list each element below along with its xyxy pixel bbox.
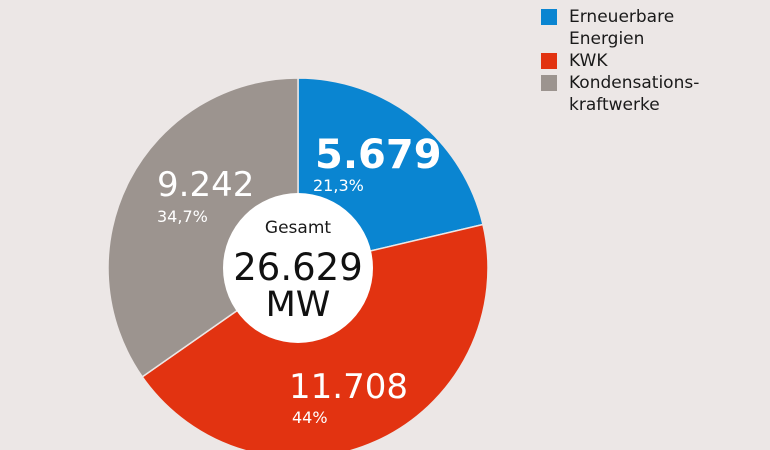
- legend-item-kondensation: Kondensations- kraftwerke: [541, 72, 766, 116]
- legend: Erneuerbare Energien KWK Kondensations- …: [541, 6, 766, 116]
- legend-label-line: Energien: [569, 29, 645, 49]
- legend-label-line: kraftwerke: [569, 95, 660, 115]
- slice-percent-label-kondensation: 34,7%: [157, 207, 208, 226]
- slice-percent-label-kwk: 44%: [292, 408, 328, 427]
- legend-label-line: KWK: [569, 51, 608, 71]
- legend-swatch-kondensation: [541, 75, 557, 91]
- pie-slice-kondensation: [107, 77, 299, 378]
- center-circle: [223, 193, 373, 343]
- legend-item-kwk: KWK: [541, 50, 766, 72]
- legend-swatch-erneuerbare: [541, 9, 557, 25]
- legend-label-line: Erneuerbare: [569, 7, 675, 27]
- slice-percent-label-erneuerbare: 21,3%: [313, 176, 364, 195]
- legend-item-erneuerbare: Erneuerbare Energien: [541, 6, 766, 50]
- center-caption: Gesamt: [265, 218, 331, 238]
- slice-value-label-kwk: 11.708: [289, 367, 408, 407]
- center-total-unit: MW: [266, 285, 331, 325]
- slice-value-label-erneuerbare: 5.679: [315, 132, 442, 178]
- legend-swatch-kwk: [541, 53, 557, 69]
- center-total-value: 26.629: [233, 246, 362, 289]
- legend-label-line: Kondensations-: [569, 73, 700, 93]
- slice-value-label-kondensation: 9.242: [157, 165, 254, 205]
